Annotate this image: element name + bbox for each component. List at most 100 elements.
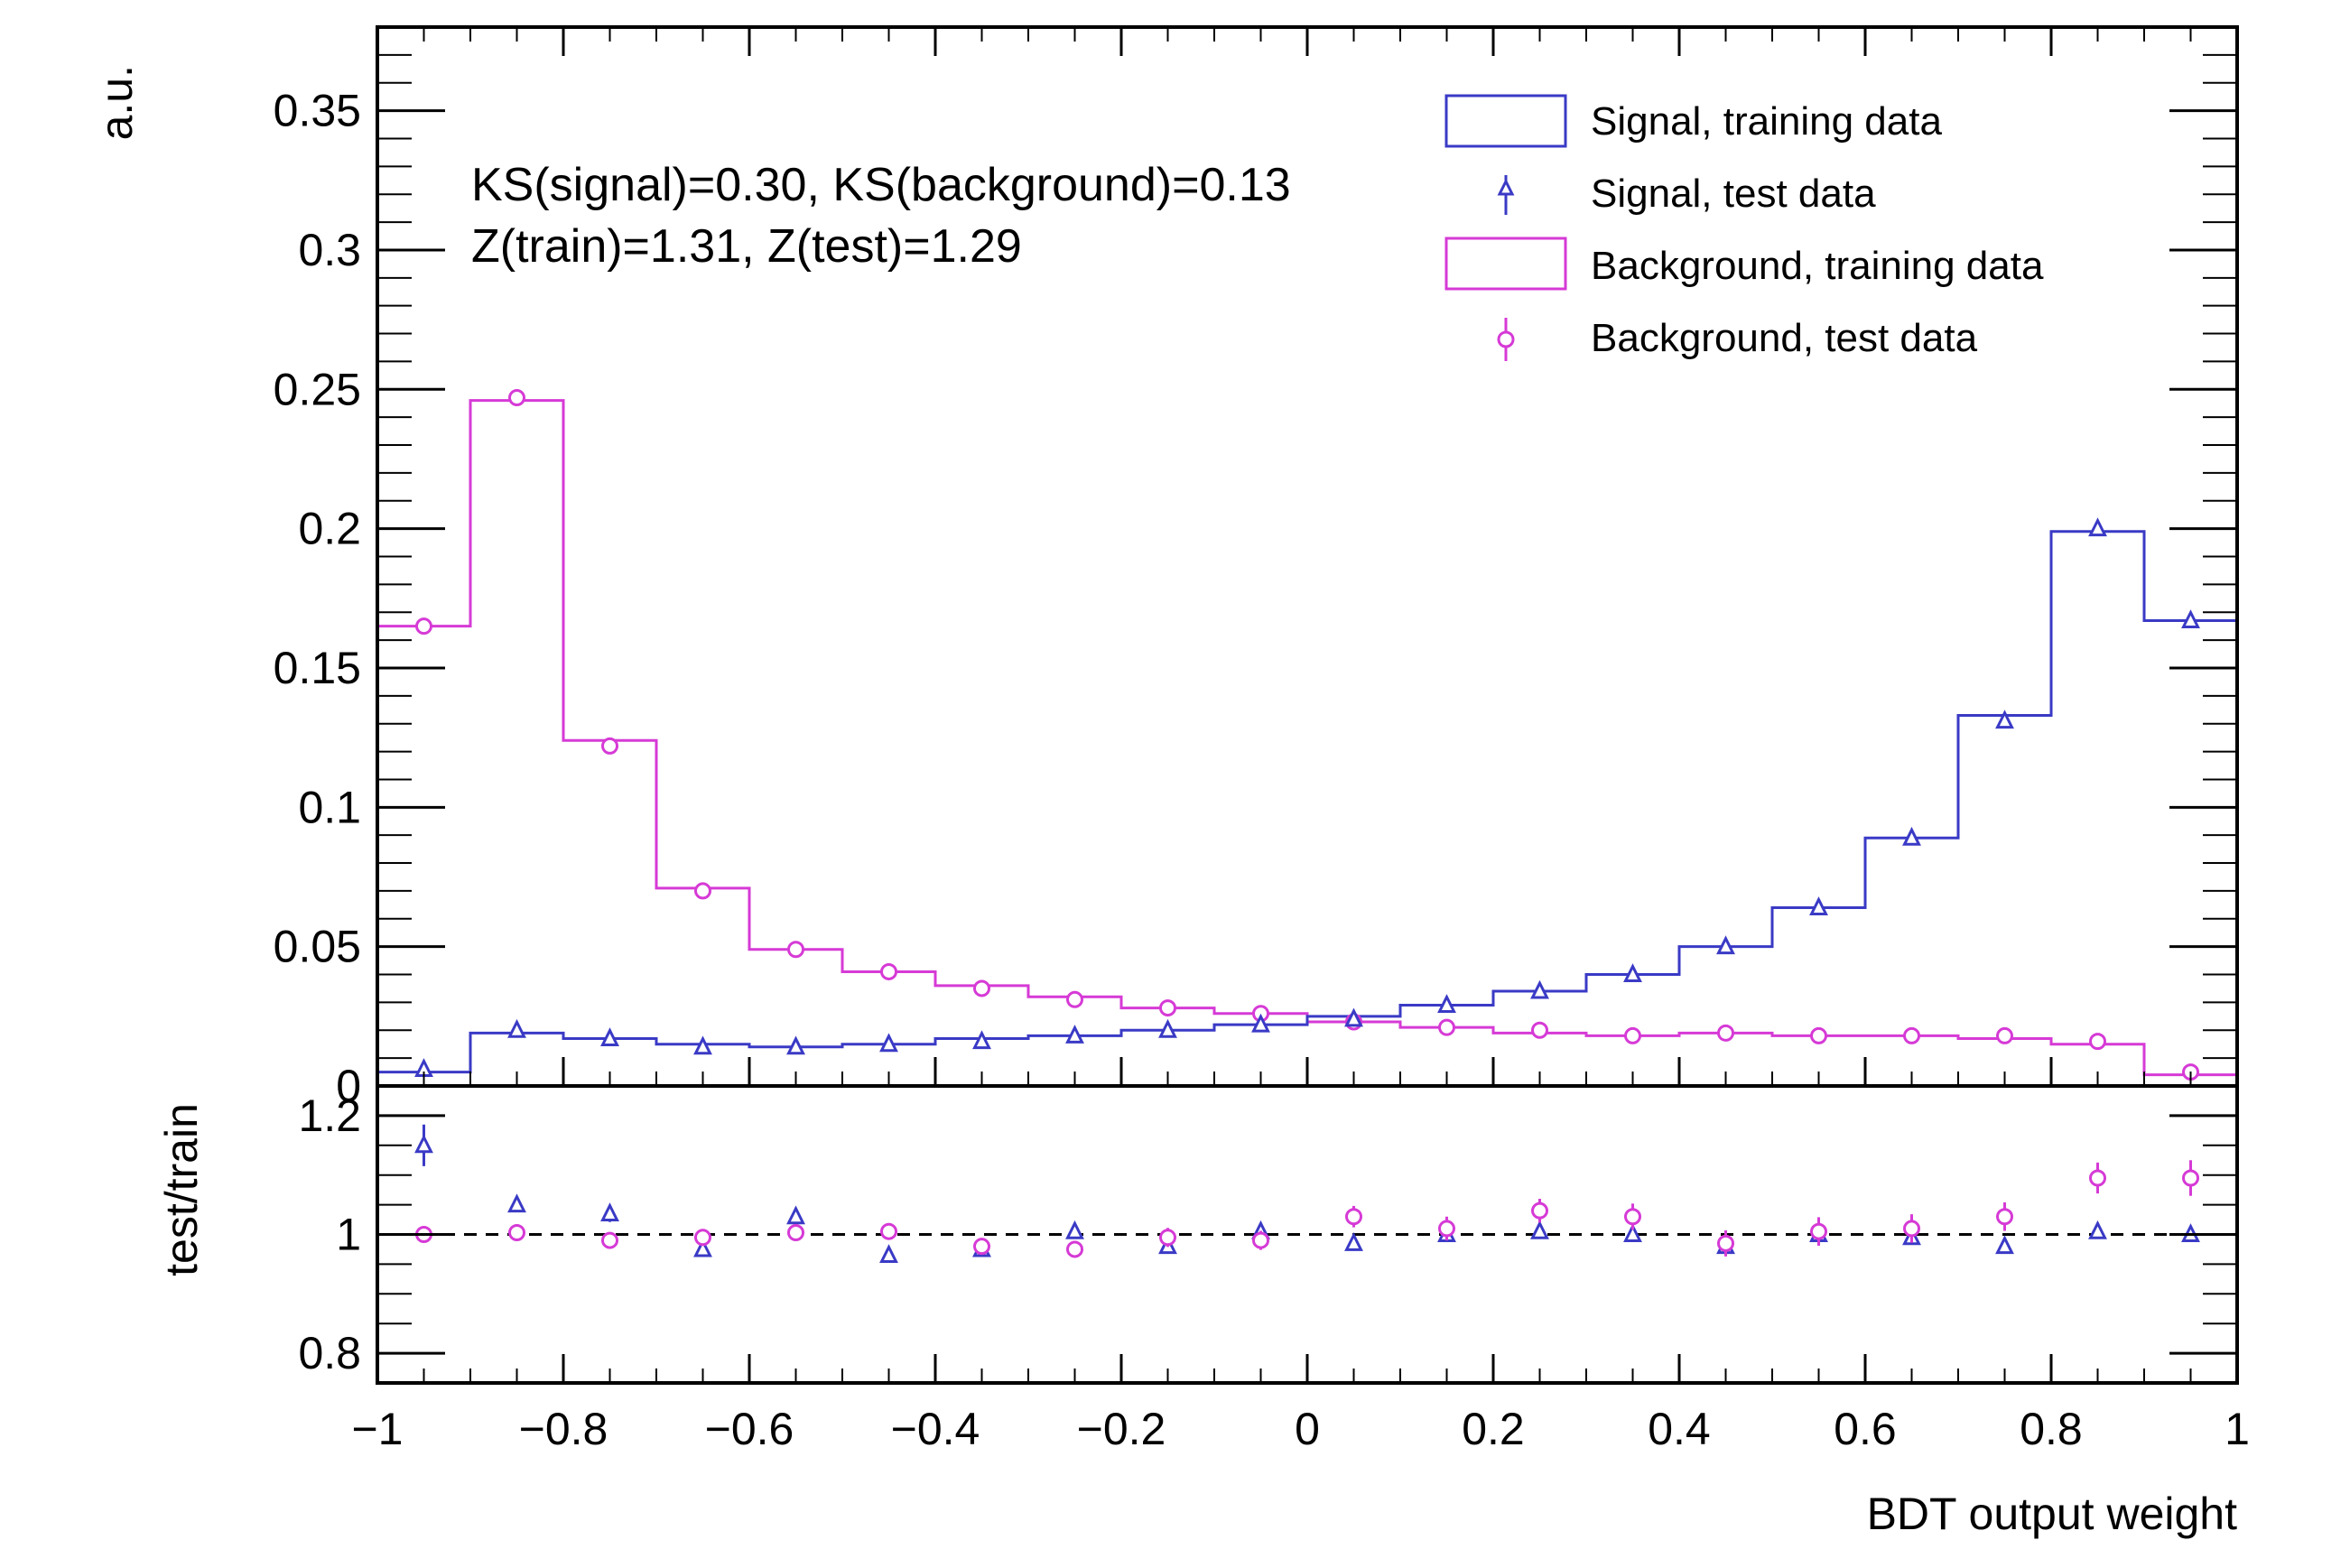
legend-label-signal-test: Signal, test data <box>1591 172 1876 216</box>
ratio-y-tick-label: 1.2 <box>298 1090 361 1141</box>
signal-ratio-point <box>879 1244 898 1264</box>
signal-test-point <box>600 1027 619 1047</box>
y-axis-title-ratio: test/train <box>156 1103 207 1276</box>
annotation-z: Z(train)=1.31, Z(test)=1.29 <box>471 220 1022 273</box>
background-ratio-point <box>787 1224 804 1242</box>
background-ratio-point <box>880 1222 897 1240</box>
y-tick-label: 0.3 <box>298 225 361 275</box>
signal-test-point <box>1344 1007 1363 1027</box>
signal-ratio-point <box>1065 1220 1084 1239</box>
background-ratio-point <box>1252 1231 1269 1249</box>
background-ratio-point <box>1810 1222 1827 1240</box>
signal-test-point <box>879 1033 898 1053</box>
signal-ratio-point <box>1344 1232 1363 1251</box>
signal-test-point <box>1623 963 1642 983</box>
background-test-point <box>1159 999 1176 1017</box>
background-test-point <box>1066 990 1083 1008</box>
x-tick-label: 0.8 <box>2020 1404 2083 1454</box>
y-tick-label: 0.15 <box>274 643 361 693</box>
background-ratio-point <box>508 1224 525 1242</box>
signal-ratio-point <box>1995 1235 2014 1255</box>
signal-test-point <box>972 1030 991 1050</box>
x-tick-label: −1 <box>351 1404 403 1454</box>
ratio-plot-frame <box>376 1084 2239 1385</box>
x-tick-label: 0 <box>1295 1404 1320 1454</box>
signal-test-point <box>2181 609 2200 628</box>
signal-test-point <box>1809 896 1828 915</box>
signal-ratio-point <box>414 1134 433 1154</box>
legend-label-background-test: Background, test data <box>1591 316 1978 360</box>
ratio-y-tick-label: 0.8 <box>298 1328 361 1378</box>
signal-test-point <box>1530 979 1549 999</box>
background-test-point <box>2089 1033 2106 1051</box>
legend-marker-circle-icon <box>1497 318 1515 361</box>
axes-layer: 0 0.05 0.1 0.15 0.2 0.25 0.3 0.35 −1 −0.8 −0.6 −0.4… <box>274 25 2250 1454</box>
background-ratio-point <box>1624 1208 1641 1226</box>
signal-ratio-point <box>693 1238 712 1257</box>
signal-ratio-point <box>1623 1223 1642 1242</box>
legend-entry-background-training: Background, training data <box>1444 237 2044 291</box>
signal-ratio-point <box>1530 1220 1549 1239</box>
legend: Signal, training data Signal, test data … <box>1444 94 2044 361</box>
background-ratio-point <box>1903 1220 1920 1238</box>
y-tick-label: 0.25 <box>274 364 361 414</box>
x-tick-label: −0.8 <box>519 1404 608 1454</box>
background-test-point <box>1438 1018 1455 1036</box>
signal-test-point <box>1995 710 2014 729</box>
legend-swatch-signal-training <box>1444 94 1567 148</box>
annotation-ks: KS(signal)=0.30, KS(background)=0.13 <box>471 159 1291 211</box>
signal-test-point <box>1065 1025 1084 1044</box>
x-axis-title: BDT output weight <box>1867 1489 2238 1539</box>
background-ratio-point <box>2089 1169 2106 1187</box>
x-tick-label: −0.2 <box>1077 1404 1166 1454</box>
background-test-point <box>1531 1021 1548 1039</box>
signal-test-point <box>693 1035 712 1055</box>
signal-test-point <box>1251 1013 1270 1033</box>
signal-test-point <box>1716 935 1735 955</box>
legend-label-background-training: Background, training data <box>1591 244 2044 288</box>
background-test-point <box>508 389 525 407</box>
y-axis-title-main: a.u. <box>91 65 142 140</box>
signal-test-point <box>1158 1018 1177 1038</box>
ratio-panel <box>377 1124 2237 1264</box>
background-test-point <box>1996 1026 2013 1044</box>
x-tick-label: 0.4 <box>1648 1404 1711 1454</box>
y-tick-label: 0.05 <box>274 922 361 972</box>
legend-marker-triangle-icon <box>1497 175 1515 215</box>
signal-training-histogram <box>377 530 2239 1086</box>
x-tick-label: 1 <box>2225 1404 2250 1454</box>
background-test-point <box>1903 1026 1920 1044</box>
x-tick-label: −0.6 <box>705 1404 794 1454</box>
background-ratio-point <box>601 1231 618 1249</box>
background-test-point <box>415 617 432 636</box>
signal-test-point <box>786 1035 805 1055</box>
background-ratio-point <box>1438 1220 1455 1238</box>
background-test-point <box>1624 1026 1641 1044</box>
x-tick-label: 0.2 <box>1462 1404 1525 1454</box>
signal-ratio-point <box>2088 1220 2107 1239</box>
legend-entry-signal-training: Signal, training data <box>1444 94 1942 148</box>
signal-test-point <box>507 1018 526 1038</box>
background-test-point <box>787 941 804 959</box>
y-tick-label: 0 <box>336 1061 361 1111</box>
legend-label-signal-training: Signal, training data <box>1591 99 1942 144</box>
background-test-point <box>601 737 618 755</box>
background-ratio-point <box>1066 1240 1083 1258</box>
background-test-point <box>694 882 711 900</box>
background-ratio-point <box>1159 1229 1176 1247</box>
signal-test-point <box>1902 826 1921 846</box>
background-test-point <box>973 979 990 997</box>
background-ratio-point <box>694 1229 711 1247</box>
background-test-point <box>1717 1024 1734 1042</box>
background-ratio-point <box>1531 1202 1548 1220</box>
legend-swatch-background-training <box>1444 237 1567 291</box>
x-tick-label: −0.4 <box>891 1404 980 1454</box>
ratio-y-tick-label: 1 <box>336 1210 361 1260</box>
background-ratio-point <box>1345 1208 1362 1226</box>
y-tick-label: 0.1 <box>298 782 361 832</box>
signal-ratio-point <box>600 1202 619 1221</box>
background-ratio-point <box>973 1238 990 1256</box>
background-ratio-point <box>1717 1234 1734 1252</box>
x-tick-label: 0.6 <box>1834 1404 1897 1454</box>
background-ratio-point <box>2182 1169 2199 1187</box>
